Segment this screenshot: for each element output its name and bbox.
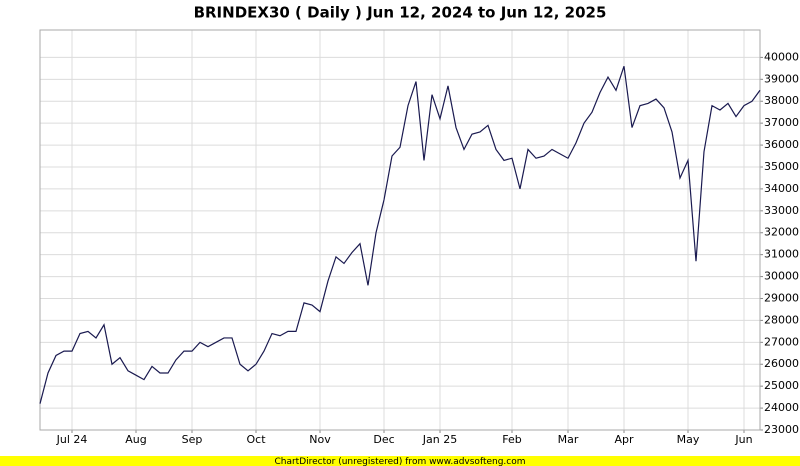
footer-bar <box>0 456 800 466</box>
y-tick-label: 39000 <box>764 72 799 85</box>
x-tick-label: Aug <box>125 433 146 446</box>
x-tick-label: Sep <box>182 433 203 446</box>
line-series <box>39 65 761 404</box>
y-tick-label: 25000 <box>764 379 799 392</box>
x-tick-label: Nov <box>309 433 331 446</box>
plot-area <box>39 29 761 431</box>
x-tick-label: Apr <box>614 433 634 446</box>
y-tick-label: 33000 <box>764 204 799 217</box>
y-tick-label: 26000 <box>764 357 799 370</box>
y-tick-label: 24000 <box>764 401 799 414</box>
y-tick-label: 40000 <box>764 50 799 63</box>
x-tick-label: Dec <box>373 433 394 446</box>
y-tick-label: 32000 <box>764 226 799 239</box>
y-tick-label: 34000 <box>764 182 799 195</box>
x-tick-label: Mar <box>558 433 579 446</box>
chart-title: BRINDEX30 ( Daily ) Jun 12, 2024 to Jun … <box>194 4 607 22</box>
footer: ChartDirector (unregistered) from www.ad… <box>274 457 525 466</box>
y-tick-label: 29000 <box>764 291 799 304</box>
y-tick-label: 35000 <box>764 160 799 173</box>
plot-border <box>39 29 761 431</box>
y-tick-label: 37000 <box>764 116 799 129</box>
y-tick-label: 36000 <box>764 138 799 151</box>
y-tick-label: 27000 <box>764 335 799 348</box>
x-tick-label: Jul 24 <box>56 433 88 446</box>
y-tick-label: 28000 <box>764 313 799 326</box>
x-tick-label: Jun <box>734 433 752 446</box>
x-tick-label: Oct <box>246 433 266 446</box>
y-tick-label: 23000 <box>764 423 799 436</box>
y-tick-label: 30000 <box>764 270 799 283</box>
y-tick-label: 38000 <box>764 94 799 107</box>
y-tick-label: 31000 <box>764 248 799 261</box>
x-tick-label: Jan 25 <box>422 433 457 446</box>
x-tick-label: Feb <box>502 433 521 446</box>
x-tick-label: May <box>677 433 700 446</box>
